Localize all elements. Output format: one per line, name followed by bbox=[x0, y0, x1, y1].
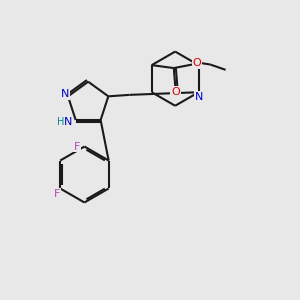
Text: F: F bbox=[74, 142, 80, 152]
Text: N: N bbox=[61, 89, 69, 99]
Text: F: F bbox=[54, 189, 61, 199]
Text: O: O bbox=[193, 58, 201, 68]
Text: H: H bbox=[57, 116, 65, 127]
Text: N: N bbox=[64, 116, 73, 127]
Text: O: O bbox=[171, 87, 180, 97]
Text: N: N bbox=[194, 92, 203, 102]
